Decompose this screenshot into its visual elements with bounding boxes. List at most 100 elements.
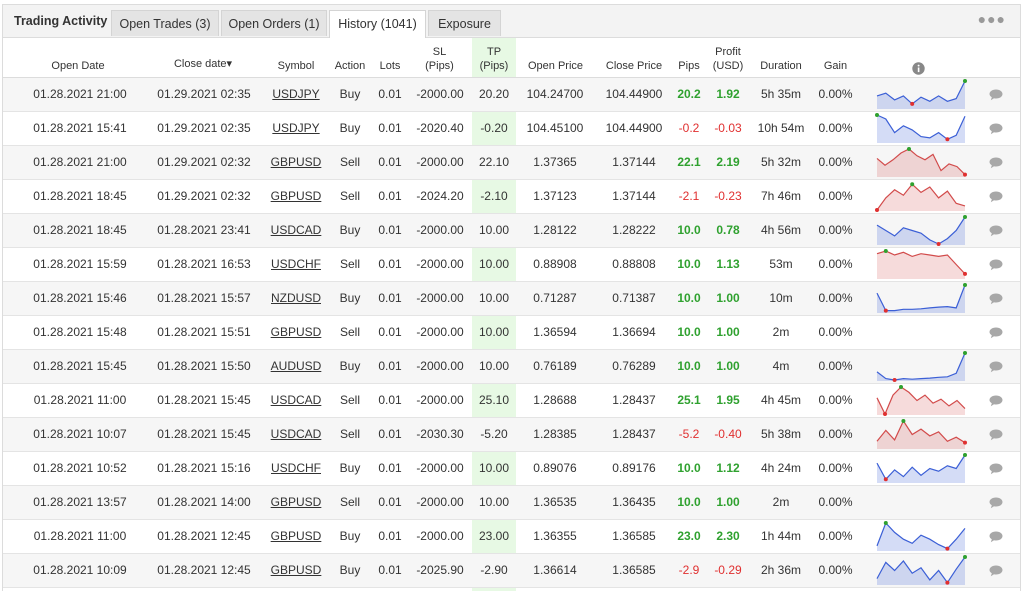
- cell-pips: 10.0: [677, 461, 701, 475]
- comment-icon[interactable]: [989, 497, 1003, 509]
- info-icon[interactable]: [912, 62, 925, 75]
- table-row[interactable]: 01.28.2021 15:45 01.28.2021 15:50 AUDUSD Bu…: [3, 350, 1020, 384]
- col-duration[interactable]: Duration: [760, 60, 802, 72]
- cell-symbol[interactable]: GBPUSD: [270, 563, 322, 577]
- col-profit[interactable]: Profit (USD): [712, 46, 744, 72]
- cell-symbol[interactable]: GBPUSD: [270, 189, 322, 203]
- cell-duration: 4m: [772, 359, 790, 373]
- cell-symbol[interactable]: USDCHF: [271, 257, 321, 271]
- table-row[interactable]: 01.28.2021 21:00 01.29.2021 02:35 USDJPY Bu…: [3, 78, 1020, 112]
- table-row[interactable]: 01.28.2021 13:57 01.28.2021 14:00 GBPUSD Se…: [3, 486, 1020, 520]
- cell-close-price: 0.89176: [612, 461, 656, 475]
- cell-pips: -0.2: [678, 121, 700, 135]
- comment-icon[interactable]: [989, 395, 1003, 407]
- col-close-price[interactable]: Close Price: [605, 60, 663, 72]
- comment-icon[interactable]: [989, 89, 1003, 101]
- col-action[interactable]: Action: [334, 60, 366, 72]
- col-symbol[interactable]: Symbol: [277, 60, 315, 72]
- cell-symbol[interactable]: AUDUSD: [270, 359, 322, 373]
- cell-close-price: 104.44900: [605, 87, 663, 101]
- table-row[interactable]: 01.28.2021 15:41 01.29.2021 02:35 USDJPY Bu…: [3, 112, 1020, 146]
- comment-icon[interactable]: [989, 293, 1003, 305]
- cell-symbol[interactable]: USDCAD: [270, 427, 322, 441]
- cell-tp: 10.00: [478, 257, 510, 271]
- cell-symbol[interactable]: NZDUSD: [271, 291, 321, 305]
- sparkline-line: [876, 352, 966, 381]
- comment-icon[interactable]: [989, 327, 1003, 339]
- cell-sl: -2000.00: [416, 325, 464, 339]
- table-row[interactable]: 01.28.2021 11:00 01.28.2021 15:45 USDCAD Se…: [3, 384, 1020, 418]
- cell-close-price: 1.28222: [612, 223, 656, 237]
- cell-symbol[interactable]: GBPUSD: [270, 155, 322, 169]
- table-row[interactable]: 01.28.2021 15:48 01.28.2021 15:51 GBPUSD Se…: [3, 316, 1020, 350]
- cell-symbol[interactable]: GBPUSD: [270, 495, 322, 509]
- cell-symbol[interactable]: USDCAD: [270, 223, 322, 237]
- tab-history[interactable]: History (1041): [329, 10, 426, 38]
- col-pips[interactable]: Pips: [678, 60, 700, 72]
- cell-symbol[interactable]: USDJPY: [272, 87, 320, 101]
- sparkline-line: [876, 183, 966, 211]
- comment-icon[interactable]: [989, 191, 1003, 203]
- table-row[interactable]: 01.28.2021 11:00 01.28.2021 12:45 GBPUSD Bu…: [3, 520, 1020, 554]
- cell-close-date: 01.29.2021 02:35: [157, 87, 251, 101]
- cell-lots: 0.01: [378, 257, 402, 271]
- trade-sparkline: [876, 249, 967, 279]
- table-row[interactable]: 01.28.2021 15:46 01.28.2021 15:57 NZDUSD Bu…: [3, 282, 1020, 316]
- trade-sparkline: [876, 419, 967, 449]
- cell-lots: 0.01: [378, 223, 402, 237]
- cell-symbol[interactable]: USDJPY: [272, 121, 320, 135]
- comment-icon[interactable]: [989, 123, 1003, 135]
- cell-sl: -2000.00: [416, 257, 464, 271]
- col-tp[interactable]: TP (Pips): [479, 46, 509, 72]
- more-dots-icon[interactable]: ●●●: [977, 11, 1006, 27]
- tab-bar: Trading Activity Open Trades (3) Open Or…: [3, 5, 1020, 38]
- cell-open-date: 01.28.2021 15:41: [33, 121, 127, 135]
- cell-duration: 7h 46m: [760, 189, 802, 203]
- sparkline-line: [876, 80, 966, 105]
- tab-exposure[interactable]: Exposure: [428, 10, 501, 36]
- comment-icon[interactable]: [989, 565, 1003, 577]
- table-row[interactable]: 01.28.2021 10:52 01.28.2021 15:16 USDCHF Bu…: [3, 452, 1020, 486]
- sparkline-marker: [963, 215, 967, 219]
- col-sl[interactable]: SL (Pips): [425, 46, 454, 72]
- comment-icon[interactable]: [989, 463, 1003, 475]
- comment-icon[interactable]: [989, 531, 1003, 543]
- table-row[interactable]: 01.28.2021 21:00 01.29.2021 02:32 GBPUSD Se…: [3, 146, 1020, 180]
- sparkline-area: [877, 81, 965, 109]
- sparkline-area: [877, 184, 965, 211]
- comment-icon[interactable]: [989, 225, 1003, 237]
- table-row[interactable]: 01.28.2021 18:45 01.28.2021 23:41 USDCAD Bu…: [3, 214, 1020, 248]
- cell-symbol[interactable]: GBPUSD: [270, 325, 322, 339]
- cell-symbol[interactable]: GBPUSD: [270, 529, 322, 543]
- comment-icon[interactable]: [989, 157, 1003, 169]
- cell-tp: 20.20: [478, 87, 510, 101]
- tab-open-orders[interactable]: Open Orders (1): [221, 10, 327, 36]
- cell-close-date: 01.29.2021 02:35: [157, 121, 251, 135]
- comment-icon[interactable]: [989, 259, 1003, 271]
- cell-symbol[interactable]: USDCAD: [270, 393, 322, 407]
- col-open-price[interactable]: Open Price: [527, 60, 584, 72]
- table-row[interactable]: 01.28.2021 10:07 01.28.2021 15:45 USDCAD Se…: [3, 418, 1020, 452]
- col-gain[interactable]: Gain: [823, 60, 848, 72]
- sparkline-line: [876, 556, 966, 584]
- table-row[interactable]: 01.28.2021 18:45 01.29.2021 02:32 GBPUSD Se…: [3, 180, 1020, 214]
- cell-pips: 10.0: [677, 291, 701, 305]
- col-close-date[interactable]: Close date▾: [173, 58, 233, 70]
- cell-profit: 2.30: [716, 529, 740, 543]
- tab-open-trades[interactable]: Open Trades (3): [111, 10, 219, 36]
- col-lots[interactable]: Lots: [379, 60, 401, 72]
- comment-icon[interactable]: [989, 429, 1003, 441]
- cell-action: Buy: [339, 359, 361, 373]
- cell-action: Buy: [339, 291, 361, 305]
- col-open-date[interactable]: Open Date: [51, 60, 105, 72]
- cell-close-price: 1.28437: [612, 427, 656, 441]
- cell-profit: 1.00: [716, 291, 740, 305]
- sparkline-marker: [963, 283, 967, 287]
- comment-icon[interactable]: [989, 361, 1003, 373]
- sparkline-marker: [883, 412, 887, 416]
- table-row[interactable]: 01.28.2021 15:59 01.28.2021 16:53 USDCHF Se…: [3, 248, 1020, 282]
- sparkline-marker: [963, 79, 967, 83]
- cell-close-date: 01.28.2021 15:57: [157, 291, 251, 305]
- table-row[interactable]: 01.28.2021 10:09 01.28.2021 12:45 GBPUSD Bu…: [3, 554, 1020, 588]
- cell-symbol[interactable]: USDCHF: [271, 461, 321, 475]
